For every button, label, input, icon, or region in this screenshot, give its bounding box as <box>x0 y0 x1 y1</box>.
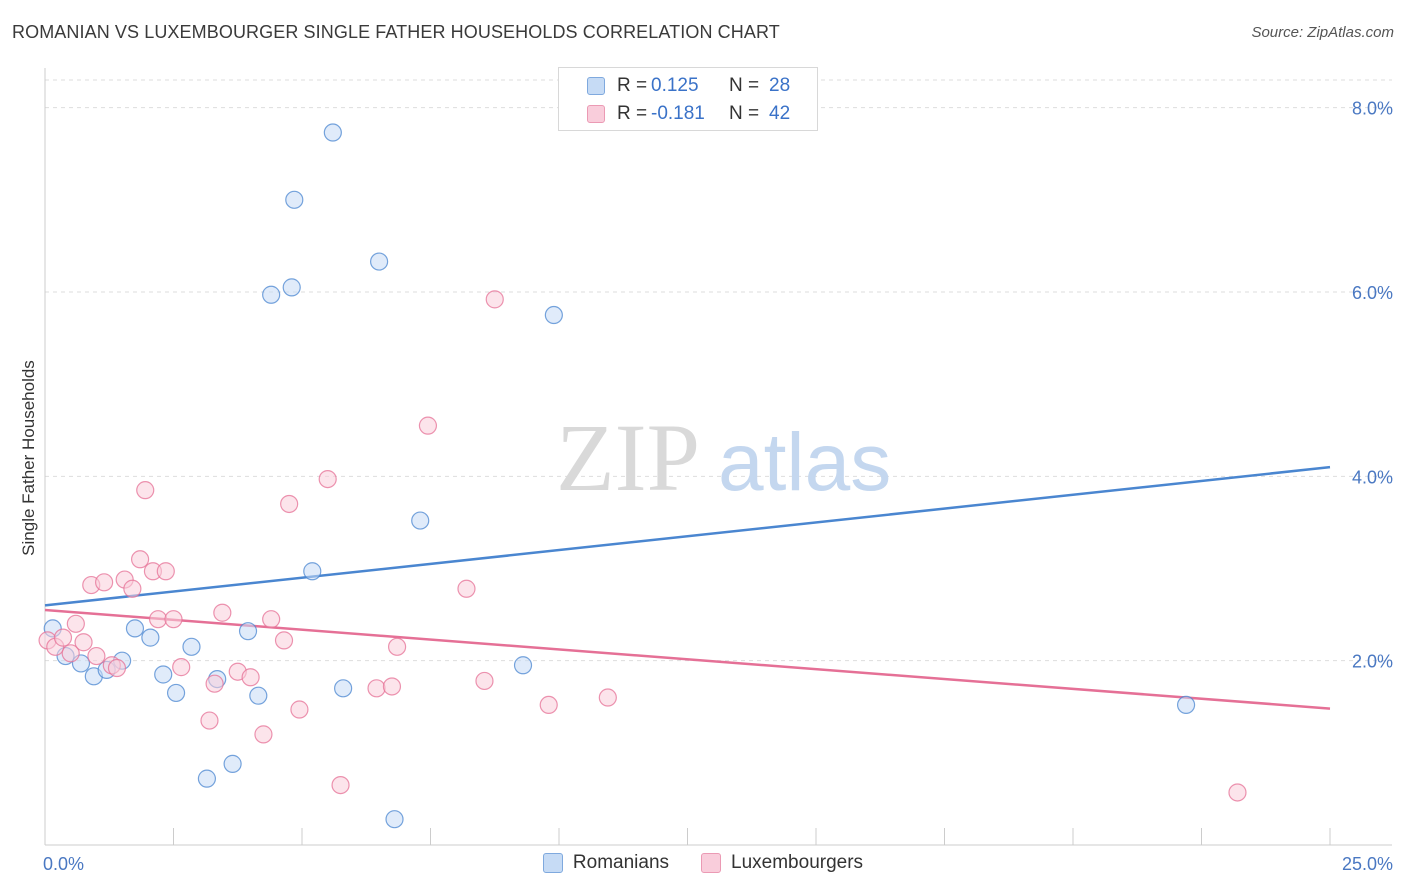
grid-lines <box>45 79 1392 662</box>
data-point-luxembourgers <box>367 679 386 698</box>
y-tick-label: 8.0% <box>1352 99 1393 119</box>
stats-legend: R = 0.125 N = 28 R = -0.181 N = 42 <box>558 67 818 131</box>
data-point-romanians <box>223 754 242 773</box>
legend-row-romanians: R = 0.125 N = 28 <box>587 73 790 99</box>
data-point-luxembourgers <box>156 562 175 581</box>
tick-labels: 2.0% 4.0% 6.0% 8.0% 0.0% 25.0% <box>43 99 1393 874</box>
x-tick-label: 0.0% <box>43 854 84 874</box>
data-point-romanians <box>154 665 173 684</box>
trend-lines <box>44 465 1331 710</box>
watermark: ZIP atlas <box>556 404 891 511</box>
legend-n-value: 28 <box>769 75 791 96</box>
legend-n-label: N = <box>729 75 760 96</box>
data-point-luxembourgers <box>130 550 150 569</box>
data-point-romanians <box>303 562 322 581</box>
data-point-romanians <box>285 190 304 209</box>
data-point-romanians <box>125 619 145 638</box>
data-point-romanians <box>238 622 258 641</box>
data-point-luxembourgers <box>205 674 224 693</box>
chart-title: ROMANIAN VS LUXEMBOURGER SINGLE FATHER H… <box>12 22 780 42</box>
data-point-luxembourgers <box>95 573 114 592</box>
data-point-romanians <box>323 123 342 142</box>
data-point-romanians <box>249 686 268 705</box>
data-point-luxembourgers <box>164 610 183 629</box>
x-tick-label: 25.0% <box>1342 854 1393 874</box>
legend-swatch-romanians <box>587 77 605 95</box>
data-point-luxembourgers <box>382 677 402 696</box>
data-point-luxembourgers <box>87 646 106 666</box>
data-point-luxembourgers <box>241 668 260 687</box>
data-point-romanians <box>370 252 389 271</box>
data-point-romanians <box>262 285 281 304</box>
data-point-romanians <box>197 769 217 788</box>
data-point-romanians <box>513 656 533 675</box>
data-point-luxembourgers <box>74 633 93 652</box>
axes <box>44 68 1392 846</box>
data-point-romanians <box>544 305 563 325</box>
data-point-luxembourgers <box>418 416 438 435</box>
legend-item-romanians[interactable]: Romanians <box>542 852 670 874</box>
watermark-zip: ZIP <box>556 404 700 511</box>
data-point-luxembourgers <box>274 631 294 650</box>
data-point-luxembourgers <box>213 603 232 622</box>
data-point-luxembourgers <box>262 610 281 629</box>
legend-r-value: 0.125 <box>651 75 699 96</box>
data-point-luxembourgers <box>107 658 127 678</box>
legend-row-luxembourgers: R = -0.181 N = 42 <box>587 101 790 127</box>
data-point-luxembourgers <box>1228 783 1247 802</box>
data-point-luxembourgers <box>539 695 558 715</box>
data-point-luxembourgers <box>280 494 299 514</box>
data-point-luxembourgers <box>598 688 617 707</box>
data-point-luxembourgers <box>61 644 80 663</box>
data-point-luxembourgers <box>66 614 85 633</box>
legend-swatch-romanians <box>542 853 563 873</box>
legend-r-label: R = <box>617 75 648 96</box>
data-point-luxembourgers <box>290 700 309 719</box>
data-points <box>38 123 1247 829</box>
data-point-romanians <box>141 628 160 647</box>
data-point-romanians <box>334 679 353 698</box>
data-point-luxembourgers <box>123 579 142 598</box>
data-point-romanians <box>411 511 430 530</box>
trend-line-romanians <box>44 465 1331 607</box>
watermark-atlas: atlas <box>718 417 891 508</box>
y-tick-label: 6.0% <box>1352 283 1393 303</box>
y-tick-label: 2.0% <box>1352 652 1393 672</box>
legend-n-label: N = <box>729 103 760 124</box>
data-point-romanians <box>166 683 186 703</box>
data-point-luxembourgers <box>485 290 504 309</box>
series-legend: Romanians Luxembourgers <box>0 852 1406 874</box>
data-point-luxembourgers <box>318 469 337 489</box>
data-point-luxembourgers <box>457 579 476 598</box>
legend-swatch-luxembourgers <box>587 105 605 123</box>
data-point-romanians <box>282 278 301 297</box>
data-point-luxembourgers <box>475 671 494 691</box>
legend-n-value: 42 <box>769 103 791 124</box>
data-point-luxembourgers <box>254 725 273 744</box>
data-point-luxembourgers <box>172 658 191 677</box>
data-point-luxembourgers <box>200 711 219 730</box>
data-point-romanians <box>385 810 404 829</box>
data-point-romanians <box>1176 695 1196 715</box>
legend-label-romanians: Romanians <box>572 852 670 873</box>
legend-r-value: -0.181 <box>651 103 705 124</box>
legend-item-luxembourgers[interactable]: Luxembourgers <box>701 852 863 874</box>
legend-r-label: R = <box>617 103 648 124</box>
source-label: Source: ZipAtlas.com <box>1251 24 1394 41</box>
data-point-luxembourgers <box>53 628 73 647</box>
legend-label-luxembourgers: Luxembourgers <box>731 852 864 873</box>
data-point-luxembourgers <box>136 481 155 500</box>
data-point-romanians <box>182 637 201 656</box>
data-point-luxembourgers <box>331 775 350 795</box>
legend-swatch-luxembourgers <box>701 853 722 873</box>
data-point-luxembourgers <box>387 637 407 656</box>
data-point-luxembourgers <box>148 610 168 629</box>
y-axis-title: Single Father Households <box>19 360 38 556</box>
trend-line-luxembourgers <box>44 608 1331 710</box>
y-tick-label: 4.0% <box>1352 467 1393 487</box>
